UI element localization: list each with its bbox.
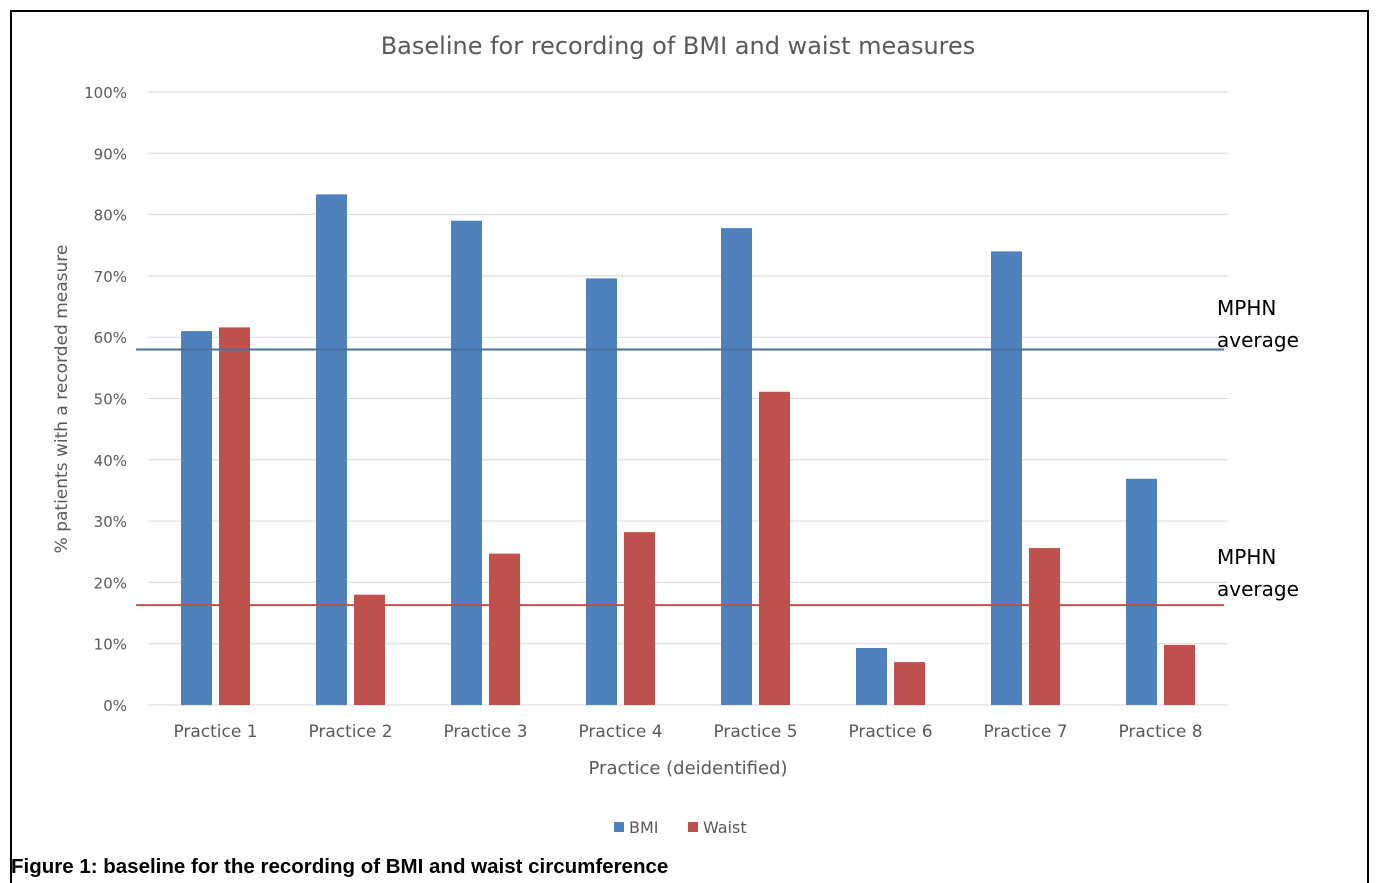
bar-bmi-8 (1126, 478, 1157, 705)
y-tick-label: 40% (94, 452, 127, 470)
average-label: average (1217, 328, 1299, 352)
x-tick-label: Practice 2 (308, 722, 392, 742)
y-tick-label: 80% (94, 207, 127, 225)
figure-frame (10, 10, 1369, 883)
bar-waist-6 (894, 662, 925, 705)
average-label: average (1217, 577, 1299, 601)
y-tick-label: 30% (94, 513, 127, 531)
average-label: MPHN (1217, 296, 1276, 320)
y-tick-label: 10% (94, 636, 127, 654)
chart-title: Baseline for recording of BMI and waist … (381, 32, 976, 60)
x-tick-label: Practice 7 (983, 722, 1067, 742)
legend: BMI Waist (614, 818, 747, 837)
average-label: MPHN (1217, 545, 1276, 569)
y-tick-label: 100% (84, 84, 127, 102)
bar-bmi-2 (316, 194, 347, 705)
bar-bmi-6 (856, 647, 887, 705)
bar-chart: Baseline for recording of BMI and waist … (52, 32, 1299, 837)
bar-waist-8 (1164, 644, 1195, 705)
x-tick-label: Practice 3 (443, 722, 527, 742)
x-tick-label: Practice 6 (848, 722, 932, 742)
bar-waist-2 (354, 594, 385, 705)
bar-bmi-1 (181, 331, 212, 705)
y-tick-label: 0% (103, 697, 127, 715)
legend-swatch-waist (688, 822, 698, 832)
y-axis-label: % patients with a recorded measure (52, 245, 72, 554)
bar-bmi-5 (721, 228, 752, 705)
legend-swatch-bmi (614, 822, 624, 832)
bar-waist-7 (1029, 548, 1060, 705)
legend-label-bmi: BMI (629, 818, 659, 837)
y-tick-label: 70% (94, 268, 127, 286)
y-tick-label: 60% (94, 329, 127, 347)
bar-bmi-7 (991, 251, 1022, 705)
x-axis-label: Practice (deidentified) (589, 758, 788, 779)
x-tick-label: Practice 5 (713, 722, 797, 742)
x-tick-label: Practice 1 (173, 722, 257, 742)
bar-bmi-4 (586, 278, 617, 705)
legend-label-waist: Waist (703, 818, 747, 837)
bar-waist-3 (489, 553, 520, 705)
x-tick-label: Practice 4 (578, 722, 662, 742)
y-tick-label: 20% (94, 574, 127, 592)
figure-caption: Figure 1: baseline for the recording of … (11, 855, 669, 878)
y-tick-label: 90% (94, 145, 127, 163)
x-tick-label: Practice 8 (1118, 722, 1202, 742)
bar-bmi-3 (451, 220, 482, 706)
bar-waist-1 (219, 327, 250, 705)
y-tick-label: 50% (94, 391, 127, 409)
bar-waist-4 (624, 532, 655, 705)
bar-waist-5 (759, 391, 790, 705)
